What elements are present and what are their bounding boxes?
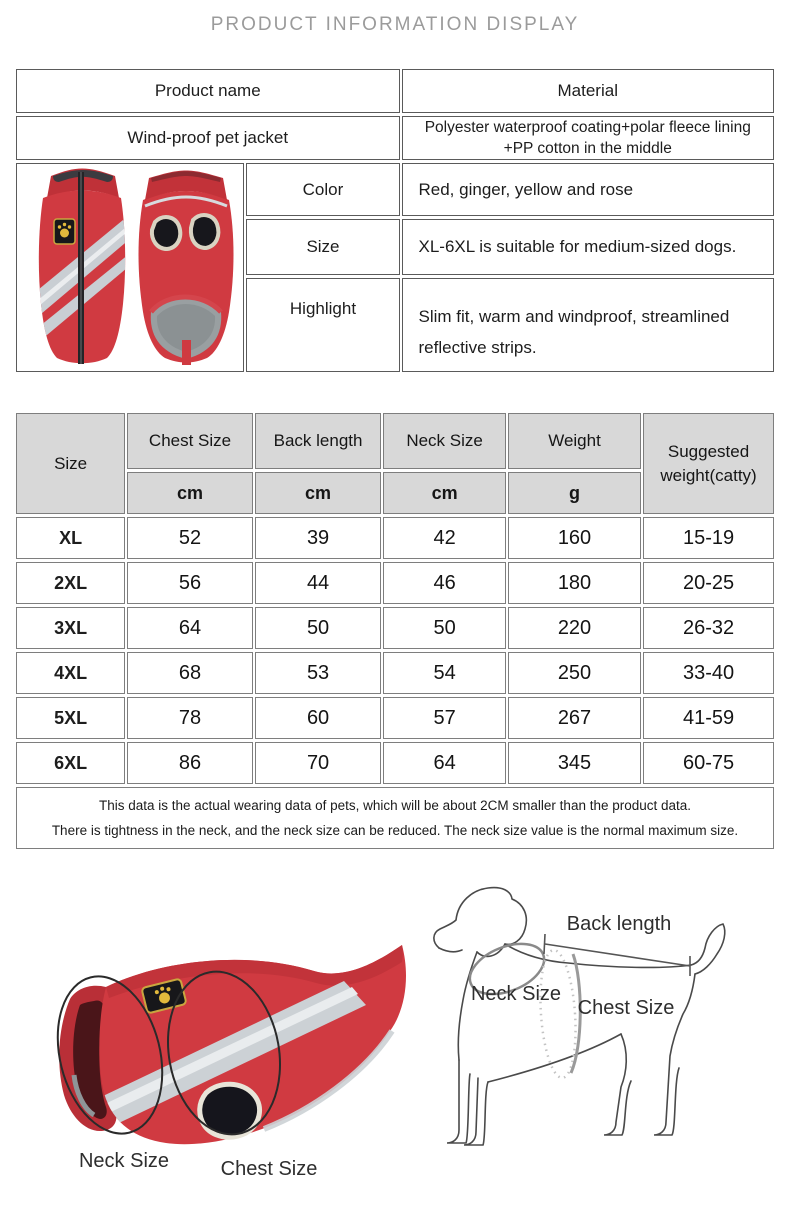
dog-diagram: Back length Neck Size Chest Size xyxy=(433,886,726,1146)
table-row: 2XL 56 44 46 180 20-25 xyxy=(16,562,774,604)
highlight-value: Slim fit, warm and windproof, streamline… xyxy=(401,277,774,372)
cell-neck: 46 xyxy=(383,562,506,604)
cell-back: 53 xyxy=(254,652,382,694)
col-header-size: Size xyxy=(16,413,126,514)
neck-measure-ellipse xyxy=(56,975,164,1135)
table-row: Color Red, ginger, yellow and rose xyxy=(16,163,774,372)
table-row: Size XL-6XL is suitable for medium-sized… xyxy=(16,219,774,275)
jacket-chest-size-label: Chest Size xyxy=(221,1158,318,1180)
cell-suggested: 20-25 xyxy=(643,562,774,604)
cell-neck: 54 xyxy=(383,652,506,694)
material-value: Polyester waterproof coating+polar fleec… xyxy=(401,116,774,160)
product-photo-svg xyxy=(39,168,234,365)
table-row: Product name Material xyxy=(16,69,774,113)
cell-chest: 56 xyxy=(127,562,253,604)
cell-suggested: 26-32 xyxy=(643,607,774,649)
cell-suggested: 15-19 xyxy=(643,517,774,559)
size-value: XL-6XL is suitable for medium-sized dogs… xyxy=(401,219,774,275)
table-row: 3XL 64 50 50 220 26-32 xyxy=(16,607,774,649)
row-size: 4XL xyxy=(16,652,126,694)
cell-neck: 64 xyxy=(383,742,506,784)
cell-back: 44 xyxy=(254,562,382,604)
jacket-photo: Neck Size Chest Size xyxy=(56,945,406,1180)
jacket-front-view xyxy=(138,170,234,365)
size-chart-notes: This data is the actual wearing data of … xyxy=(16,787,774,849)
material-line-2: +PP cotton in the middle xyxy=(503,140,672,157)
cell-neck: 57 xyxy=(383,697,506,739)
product-info-table: Product name Material Wind-proof pet jac… xyxy=(14,66,776,375)
highlight-label: Highlight xyxy=(246,277,400,372)
cell-chest: 78 xyxy=(127,697,253,739)
table-row: Highlight Slim fit, warm and windproof, … xyxy=(16,277,774,372)
table-row: 4XL 68 53 54 250 33-40 xyxy=(16,652,774,694)
unit-chest: cm xyxy=(127,472,253,514)
product-name-header: Product name xyxy=(16,69,400,113)
cell-chest: 68 xyxy=(127,652,253,694)
table-row: 6XL 86 70 64 345 60-75 xyxy=(16,742,774,784)
measurement-diagram: Neck Size Chest Size Back length Neck Si… xyxy=(0,852,790,1204)
material-line-1: Polyester waterproof coating+polar fleec… xyxy=(424,119,751,136)
cell-chest: 52 xyxy=(127,517,253,559)
cell-back: 70 xyxy=(254,742,382,784)
unit-back: cm xyxy=(254,472,382,514)
product-name-value: Wind-proof pet jacket xyxy=(16,116,400,160)
color-label: Color xyxy=(246,163,400,217)
chest-measure-ellipse xyxy=(166,970,282,1136)
col-header-suggested: Suggested weight(catty) xyxy=(643,413,774,514)
note-line-1: This data is the actual wearing data of … xyxy=(98,798,692,813)
paw-icon xyxy=(53,218,76,245)
col-header-weight: Weight xyxy=(507,413,642,469)
dog-neck-size-label: Neck Size xyxy=(471,983,561,1005)
jacket-side-view xyxy=(59,945,406,1145)
color-value: Red, ginger, yellow and rose xyxy=(401,163,774,217)
cell-back: 39 xyxy=(254,517,382,559)
size-chart-table: Size Chest Size Back length Neck Size We… xyxy=(14,410,776,852)
dog-back-length-label: Back length xyxy=(567,913,672,935)
row-size: 6XL xyxy=(16,742,126,784)
jacket-neck-size-label: Neck Size xyxy=(79,1150,169,1172)
product-photo xyxy=(16,163,245,372)
dog-neck-ellipse xyxy=(468,942,546,996)
back-length-line xyxy=(543,933,691,976)
size-label: Size xyxy=(246,219,400,275)
col-header-chest: Chest Size xyxy=(127,413,253,469)
col-header-back: Back length xyxy=(254,413,382,469)
table-row: XL 52 39 42 160 15-19 xyxy=(16,517,774,559)
dog-chest-size-label: Chest Size xyxy=(578,997,675,1019)
cell-neck: 42 xyxy=(383,517,506,559)
row-size: 5XL xyxy=(16,697,126,739)
table-row: This data is the actual wearing data of … xyxy=(16,787,774,849)
jacket-back-view xyxy=(39,168,126,364)
dog-chest-arc xyxy=(569,953,582,1074)
cell-weight: 160 xyxy=(507,517,642,559)
table-row: 5XL 78 60 57 267 41-59 xyxy=(16,697,774,739)
row-size: 2XL xyxy=(16,562,126,604)
dog-outline xyxy=(433,886,726,1146)
page-title: PRODUCT INFORMATION DISPLAY xyxy=(210,14,580,35)
table-row: cm cm cm g xyxy=(16,472,774,514)
cell-suggested: 41-59 xyxy=(643,697,774,739)
table-row: Size Chest Size Back length Neck Size We… xyxy=(16,413,774,514)
col-header-neck: Neck Size xyxy=(383,413,506,469)
cell-back: 50 xyxy=(254,607,382,649)
row-size: XL xyxy=(16,517,126,559)
cell-suggested: 60-75 xyxy=(643,742,774,784)
cell-chest: 64 xyxy=(127,607,253,649)
row-size: 3XL xyxy=(16,607,126,649)
cell-weight: 180 xyxy=(507,562,642,604)
cell-weight: 250 xyxy=(507,652,642,694)
material-header: Material xyxy=(401,69,774,113)
cell-weight: 267 xyxy=(507,697,642,739)
note-line-2: There is tightness in the neck, and the … xyxy=(51,823,739,838)
table-row: Wind-proof pet jacket Polyester waterpro… xyxy=(16,116,774,160)
unit-neck: cm xyxy=(383,472,506,514)
cell-weight: 345 xyxy=(507,742,642,784)
cell-back: 60 xyxy=(254,697,382,739)
dog-chest-ellipse xyxy=(539,948,577,1080)
cell-weight: 220 xyxy=(507,607,642,649)
cell-chest: 86 xyxy=(127,742,253,784)
cell-neck: 50 xyxy=(383,607,506,649)
cell-suggested: 33-40 xyxy=(643,652,774,694)
unit-weight: g xyxy=(507,472,642,514)
